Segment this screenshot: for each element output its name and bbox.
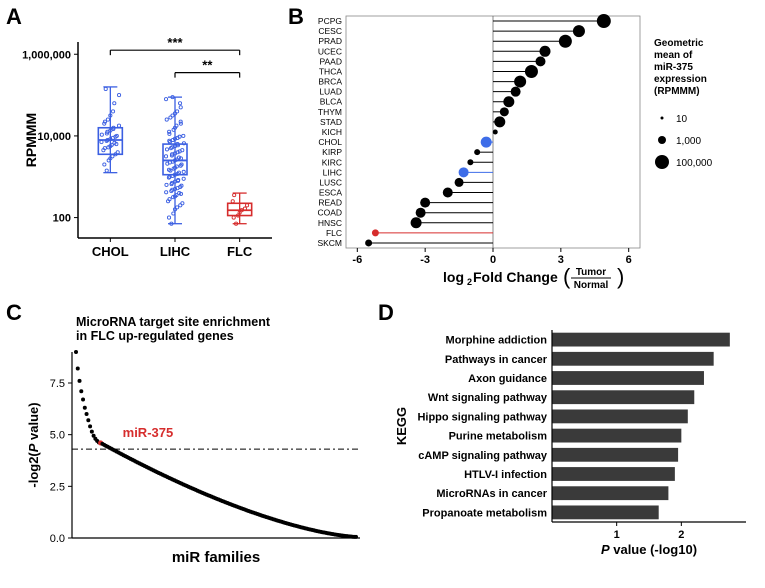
- svg-text:expression: expression: [654, 74, 707, 85]
- svg-text:Purine metabolism: Purine metabolism: [449, 431, 548, 443]
- svg-text:HNSC: HNSC: [318, 218, 342, 228]
- svg-text:STAD: STAD: [320, 117, 342, 127]
- svg-text:SKCM: SKCM: [317, 238, 342, 248]
- svg-text:-6: -6: [352, 254, 362, 266]
- svg-text:miR-375: miR-375: [654, 62, 693, 73]
- svg-text:PCPG: PCPG: [318, 16, 342, 26]
- svg-text:THYM: THYM: [318, 107, 342, 117]
- panel-b-lollipop: PCPGCESCPRADUCECPAADTHCABRCALUADBLCATHYM…: [298, 8, 758, 290]
- svg-text:***: ***: [167, 35, 183, 50]
- svg-text:FLC: FLC: [326, 228, 342, 238]
- svg-text:miR-375: miR-375: [123, 425, 174, 440]
- svg-text:2: 2: [467, 277, 472, 287]
- svg-text:Normal: Normal: [574, 280, 609, 290]
- svg-text:Hippo signaling pathway: Hippo signaling pathway: [417, 411, 547, 423]
- svg-text:MicroRNAs in cancer: MicroRNAs in cancer: [436, 488, 547, 500]
- svg-text:7.5: 7.5: [50, 378, 65, 390]
- svg-text:5.0: 5.0: [50, 430, 65, 442]
- svg-text:HTLV-I infection: HTLV-I infection: [464, 469, 547, 481]
- svg-text:PRAD: PRAD: [318, 36, 342, 46]
- svg-text:1: 1: [614, 529, 620, 541]
- svg-text:1,000: 1,000: [676, 136, 701, 147]
- svg-text:P value (-log10): P value (-log10): [601, 542, 697, 557]
- svg-text:LIHC: LIHC: [160, 244, 191, 259]
- svg-text:LUSC: LUSC: [319, 177, 342, 187]
- svg-text:100: 100: [53, 213, 71, 225]
- svg-text:KIRC: KIRC: [322, 157, 342, 167]
- svg-text:FLC: FLC: [227, 244, 253, 259]
- svg-text:Axon guidance: Axon guidance: [468, 373, 547, 385]
- svg-text:Tumor: Tumor: [576, 267, 606, 278]
- svg-text:Morphine addiction: Morphine addiction: [446, 335, 548, 347]
- svg-text:6: 6: [626, 254, 632, 266]
- svg-text:KICH: KICH: [322, 127, 342, 137]
- svg-text:CHOL: CHOL: [318, 137, 342, 147]
- svg-text:0.0: 0.0: [50, 533, 65, 545]
- svg-text:THCA: THCA: [319, 66, 342, 76]
- svg-text:KIRP: KIRP: [322, 147, 342, 157]
- svg-text:BLCA: BLCA: [320, 97, 343, 107]
- svg-text:LUAD: LUAD: [319, 87, 342, 97]
- svg-text:COAD: COAD: [317, 208, 342, 218]
- svg-text:in FLC up-regulated genes: in FLC up-regulated genes: [76, 329, 234, 343]
- svg-text:(RPMMM): (RPMMM): [654, 86, 700, 97]
- svg-text:(: (: [563, 264, 571, 289]
- svg-text:UCEC: UCEC: [318, 46, 342, 56]
- svg-text:miR families: miR families: [172, 549, 260, 566]
- svg-text:CHOL: CHOL: [92, 244, 129, 259]
- panel-c-label: C: [6, 300, 22, 326]
- svg-text:READ: READ: [318, 198, 342, 208]
- svg-text:log: log: [443, 269, 464, 285]
- svg-text:0: 0: [490, 254, 496, 266]
- svg-text:Pathways in cancer: Pathways in cancer: [445, 354, 548, 366]
- svg-text:mean of: mean of: [654, 50, 693, 61]
- svg-text:Wnt signaling pathway: Wnt signaling pathway: [428, 392, 548, 404]
- svg-text:1,000,000: 1,000,000: [22, 49, 71, 61]
- panel-d-bars: Morphine addiction Pathways in cancer Axon…: [392, 320, 754, 558]
- svg-text:CESC: CESC: [318, 26, 342, 36]
- svg-text:-log2(P value): -log2(P value): [26, 402, 41, 487]
- panel-a-boxplot: 10010,0001,000,000RPMMMCHOLLIHCFLC*****: [22, 12, 280, 272]
- svg-text:ESCA: ESCA: [319, 188, 342, 198]
- svg-text:Geometric: Geometric: [654, 38, 704, 49]
- svg-text:MicroRNA target site enrichmen: MicroRNA target site enrichment: [76, 315, 271, 329]
- svg-text:BRCA: BRCA: [318, 77, 342, 87]
- svg-text:KEGG: KEGG: [394, 407, 409, 445]
- svg-text:100,000: 100,000: [676, 158, 713, 169]
- svg-text:PAAD: PAAD: [319, 56, 342, 66]
- svg-text:RPMMM: RPMMM: [23, 113, 39, 167]
- panel-a-label: A: [6, 4, 22, 30]
- svg-text:2.5: 2.5: [50, 481, 65, 493]
- svg-text:10: 10: [676, 114, 688, 125]
- panel-c-scatter: MicroRNA target site enrichmentin FLC up…: [22, 312, 370, 572]
- svg-text:2: 2: [678, 529, 684, 541]
- svg-text:**: **: [202, 58, 213, 73]
- svg-text:-3: -3: [420, 254, 430, 266]
- svg-text:Propanoate metabolism: Propanoate metabolism: [422, 507, 547, 519]
- svg-text:): ): [617, 264, 624, 289]
- svg-text:Fold Change: Fold Change: [473, 269, 558, 285]
- svg-text:LIHC: LIHC: [323, 167, 342, 177]
- svg-text:10,000: 10,000: [37, 131, 71, 143]
- svg-text:cAMP signaling pathway: cAMP signaling pathway: [418, 450, 548, 462]
